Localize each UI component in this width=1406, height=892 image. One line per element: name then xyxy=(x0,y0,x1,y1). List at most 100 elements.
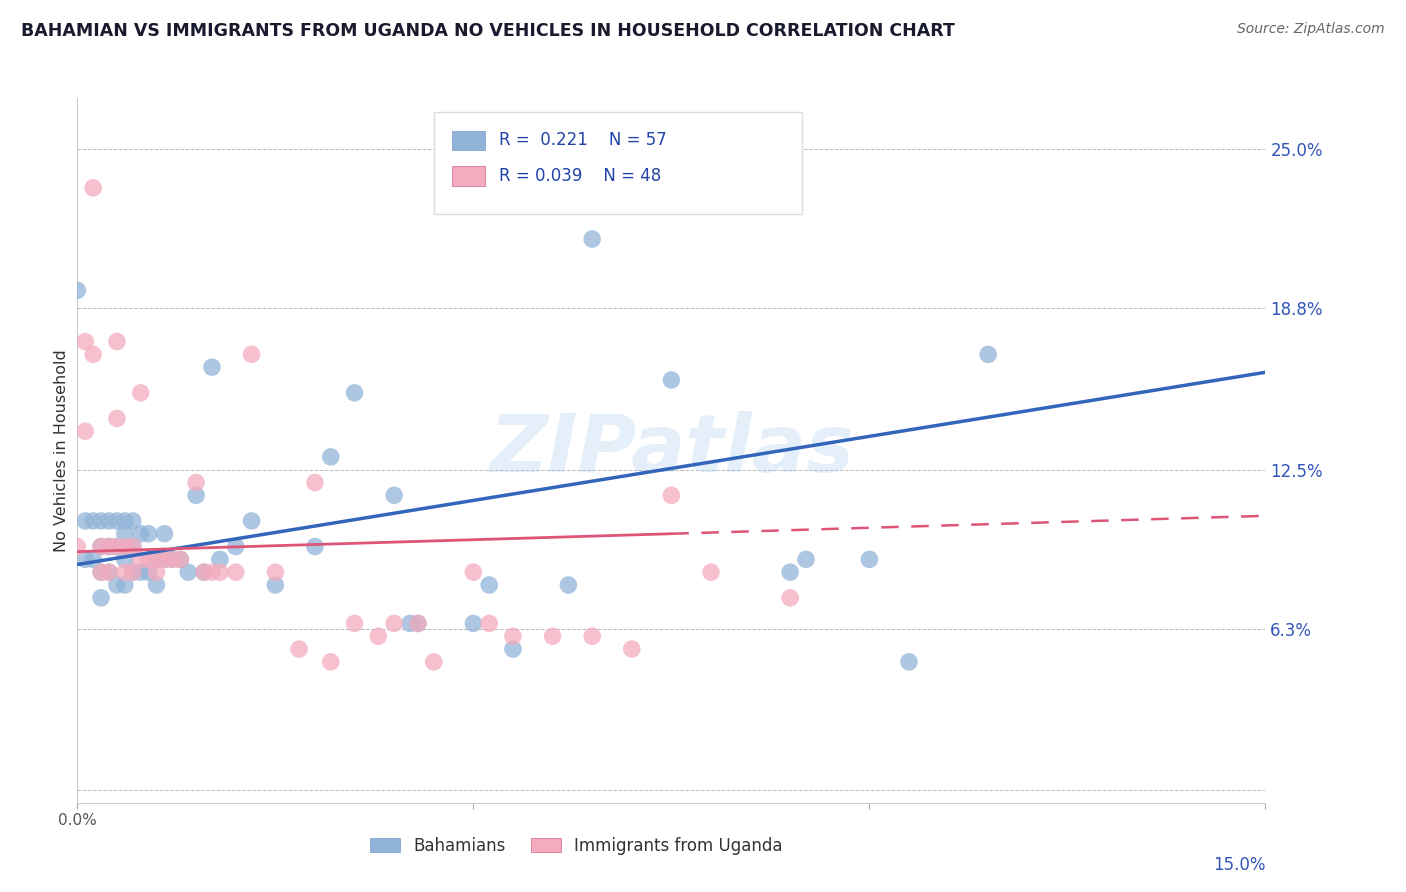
Point xyxy=(90,540,112,554)
Point xyxy=(304,540,326,554)
Point xyxy=(82,552,104,566)
Point xyxy=(319,655,342,669)
Point xyxy=(114,565,136,579)
Point xyxy=(114,540,136,554)
FancyBboxPatch shape xyxy=(451,130,485,150)
Point xyxy=(129,385,152,400)
Point xyxy=(138,526,160,541)
Point xyxy=(367,629,389,643)
Point xyxy=(208,565,231,579)
Point xyxy=(620,642,643,657)
Point xyxy=(201,360,224,375)
Point xyxy=(82,181,104,195)
Point xyxy=(75,424,97,438)
Point xyxy=(169,552,191,566)
Point xyxy=(121,565,143,579)
Point xyxy=(66,540,89,554)
Point xyxy=(90,565,112,579)
Point xyxy=(153,552,176,566)
Point xyxy=(82,514,104,528)
Point xyxy=(114,578,136,592)
Point xyxy=(240,514,263,528)
Point xyxy=(700,565,723,579)
Point xyxy=(581,232,603,246)
Point xyxy=(169,552,191,566)
Point xyxy=(129,565,152,579)
Point xyxy=(304,475,326,490)
Point xyxy=(153,552,176,566)
Point xyxy=(463,616,485,631)
FancyBboxPatch shape xyxy=(434,112,801,214)
Point xyxy=(463,565,485,579)
Point xyxy=(105,578,128,592)
Point xyxy=(779,565,801,579)
Point xyxy=(90,540,112,554)
Point xyxy=(75,334,97,349)
Point xyxy=(225,565,247,579)
Point xyxy=(406,616,429,631)
Point xyxy=(75,552,97,566)
Point xyxy=(105,540,128,554)
Text: ZIPatlas: ZIPatlas xyxy=(489,411,853,490)
Point xyxy=(145,552,167,566)
Point xyxy=(779,591,801,605)
Point xyxy=(98,540,121,554)
Point xyxy=(121,514,143,528)
Point xyxy=(114,514,136,528)
Point xyxy=(201,565,224,579)
Point xyxy=(319,450,342,464)
Y-axis label: No Vehicles in Household: No Vehicles in Household xyxy=(53,349,69,552)
Point xyxy=(98,565,121,579)
Point xyxy=(186,475,208,490)
Text: R = 0.039    N = 48: R = 0.039 N = 48 xyxy=(499,167,661,185)
Point xyxy=(66,283,89,297)
Point xyxy=(138,552,160,566)
Point xyxy=(90,565,112,579)
Point xyxy=(343,385,366,400)
Point xyxy=(153,526,176,541)
Point xyxy=(121,540,143,554)
Point xyxy=(382,488,405,502)
Point xyxy=(502,642,524,657)
Point xyxy=(240,347,263,361)
Point xyxy=(162,552,184,566)
Point xyxy=(105,334,128,349)
Point xyxy=(478,616,501,631)
Point xyxy=(423,655,446,669)
Point xyxy=(90,514,112,528)
Point xyxy=(90,591,112,605)
Text: 15.0%: 15.0% xyxy=(1213,855,1265,873)
Point xyxy=(541,629,564,643)
Point xyxy=(557,578,579,592)
Point xyxy=(162,552,184,566)
Point xyxy=(502,629,524,643)
Point xyxy=(82,347,104,361)
Point xyxy=(794,552,817,566)
Point xyxy=(114,526,136,541)
Point xyxy=(661,488,683,502)
Point xyxy=(225,540,247,554)
Point xyxy=(186,488,208,502)
Point xyxy=(858,552,880,566)
Point xyxy=(129,526,152,541)
Point xyxy=(478,578,501,592)
Point xyxy=(105,514,128,528)
Point xyxy=(382,616,405,631)
Point xyxy=(98,565,121,579)
Point xyxy=(121,540,143,554)
FancyBboxPatch shape xyxy=(451,166,485,186)
Point xyxy=(661,373,683,387)
Point xyxy=(264,565,287,579)
Point xyxy=(288,642,311,657)
Point xyxy=(98,540,121,554)
Point xyxy=(193,565,215,579)
Point xyxy=(343,616,366,631)
Point xyxy=(114,552,136,566)
Text: R =  0.221    N = 57: R = 0.221 N = 57 xyxy=(499,131,666,149)
Point xyxy=(193,565,215,579)
Point xyxy=(977,347,1000,361)
Point xyxy=(145,578,167,592)
Point xyxy=(581,629,603,643)
Legend: Bahamians, Immigrants from Uganda: Bahamians, Immigrants from Uganda xyxy=(363,830,789,862)
Point xyxy=(145,565,167,579)
